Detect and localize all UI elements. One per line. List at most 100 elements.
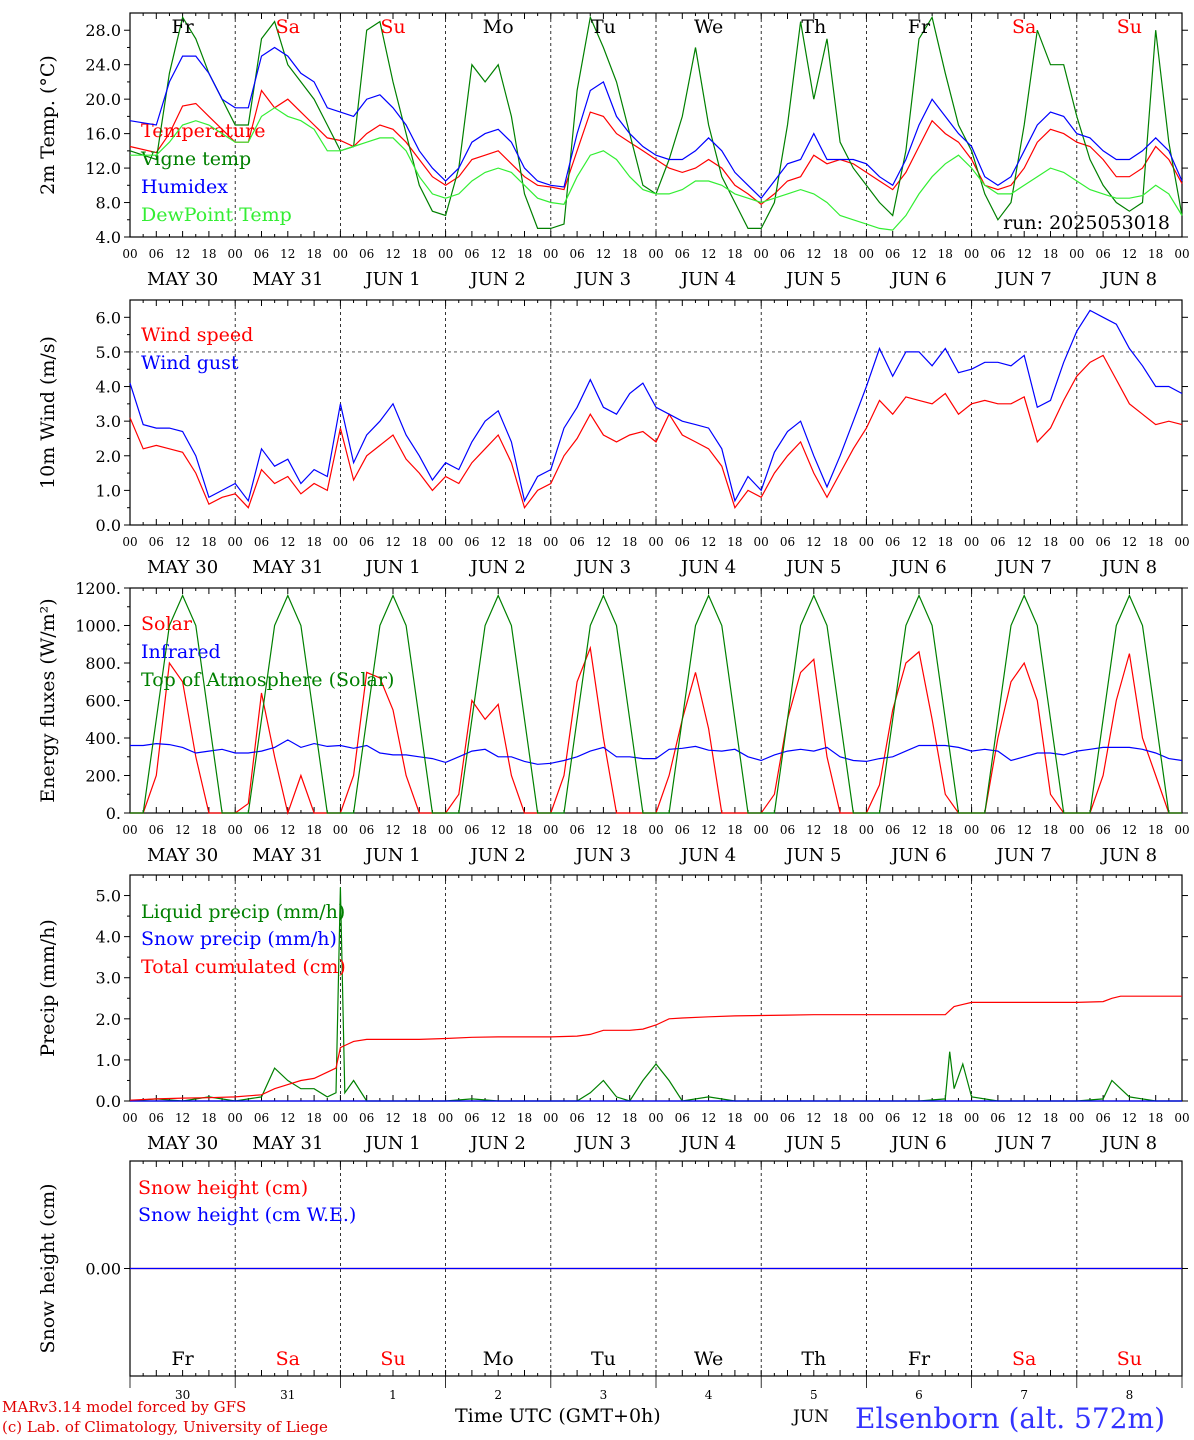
x-hour-label: 18	[517, 1111, 532, 1125]
x-hour-label: 12	[491, 247, 506, 261]
x-hour-label: 12	[1017, 1111, 1032, 1125]
model-credit: MARv3.14 model forced by GFS	[2, 1398, 247, 1416]
x-hour-label: 18	[1148, 247, 1163, 261]
weekday-label: Tu	[591, 16, 616, 38]
x-hour-label: 06	[149, 823, 164, 837]
weekday-label: Fr	[171, 16, 194, 38]
x-hour-label: 12	[175, 247, 190, 261]
x-hour-label: 12	[596, 247, 611, 261]
x-hour-label: 06	[990, 535, 1005, 549]
x-date-label: MAY 30	[147, 269, 218, 290]
series-line-total-cumulated-cm-	[129, 995, 1182, 1101]
x-hour-label: 06	[990, 823, 1005, 837]
x-hour-label: 12	[385, 535, 400, 549]
series-line-temperature	[129, 89, 1183, 206]
x-hour-label: 00	[1069, 1111, 1084, 1125]
x-hour-label: 18	[201, 535, 216, 549]
x-hour-label: 18	[622, 1111, 637, 1125]
x-hour-label: 06	[569, 247, 584, 261]
x-hour-label: 18	[832, 247, 847, 261]
legend-entry: Temperature	[141, 120, 265, 142]
day-number-label: 5	[810, 1388, 818, 1402]
y-tick-label: 3.0	[96, 969, 121, 988]
x-hour-label: 00	[122, 823, 137, 837]
x-hour-label: 18	[938, 535, 953, 549]
x-date-label: JUN 2	[469, 557, 526, 578]
y-tick-label: 3.0	[96, 412, 121, 431]
x-hour-label: 06	[990, 247, 1005, 261]
x-hour-label: 12	[701, 247, 716, 261]
x-hour-label: 00	[122, 535, 137, 549]
x-hour-label: 00	[648, 823, 663, 837]
panel-frame	[129, 299, 1183, 526]
weekday-label: Mo	[483, 16, 514, 38]
x-hour-label: 12	[385, 247, 400, 261]
weekday-label: Su	[380, 1348, 405, 1370]
x-hour-label: 12	[385, 1111, 400, 1125]
x-hour-label: 00	[228, 1111, 243, 1125]
x-hour-label: 18	[832, 823, 847, 837]
x-hour-label: 12	[1122, 247, 1137, 261]
x-hour-label: 18	[517, 535, 532, 549]
weekday-label: Sa	[276, 16, 300, 38]
x-hour-label: 00	[964, 535, 979, 549]
x-hour-label: 00	[754, 535, 769, 549]
x-hour-label: 00	[543, 535, 558, 549]
x-date-label: JUN 7	[995, 845, 1052, 866]
lab-credit: (c) Lab. of Climatology, University of L…	[2, 1418, 328, 1436]
x-hour-label: 00	[333, 535, 348, 549]
x-hour-label: 00	[754, 1111, 769, 1125]
legend-entry: Total cumulated (cm)	[141, 956, 346, 978]
x-hour-label: 06	[254, 823, 269, 837]
x-date-label: JUN 1	[363, 1133, 420, 1154]
x-hour-label: 06	[254, 1111, 269, 1125]
x-hour-label: 06	[359, 823, 374, 837]
x-hour-label: 12	[175, 823, 190, 837]
x-date-label: JUN 5	[784, 1133, 841, 1154]
x-hour-label: 12	[1017, 247, 1032, 261]
y-tick-label: 6.0	[96, 308, 121, 327]
x-date-label: JUN 4	[679, 1133, 736, 1154]
x-hour-label: 06	[780, 1111, 795, 1125]
x-hour-label: 18	[412, 247, 427, 261]
x-hour-label: 06	[885, 823, 900, 837]
weekday-label: Su	[1117, 1348, 1142, 1370]
x-date-label: JUN 7	[995, 1133, 1052, 1154]
x-date-label: MAY 31	[252, 557, 323, 578]
x-hour-label: 12	[491, 535, 506, 549]
x-hour-label: 12	[280, 823, 295, 837]
x-hour-label: 00	[122, 247, 137, 261]
x-hour-label: 06	[464, 247, 479, 261]
x-hour-label: 12	[491, 823, 506, 837]
x-hour-label: 00	[1174, 823, 1189, 837]
x-hour-label: 18	[727, 535, 742, 549]
x-hour-label: 06	[569, 1111, 584, 1125]
x-hour-label: 18	[517, 823, 532, 837]
x-hour-label: 12	[1017, 823, 1032, 837]
legend-entry: Snow height (cm W.E.)	[138, 1204, 356, 1226]
x-hour-label: 00	[228, 823, 243, 837]
x-hour-label: 12	[911, 1111, 926, 1125]
x-hour-label: 00	[648, 535, 663, 549]
x-hour-label: 12	[1122, 535, 1137, 549]
panel-frame	[129, 587, 1183, 814]
y-tick-label: 16.0	[85, 125, 121, 144]
x-hour-label: 00	[859, 535, 874, 549]
y-tick-label: 24.0	[85, 56, 121, 75]
weekday-label: Mo	[483, 1348, 514, 1370]
legend-entry: Snow height (cm)	[138, 1177, 308, 1199]
x-hour-label: 18	[1043, 823, 1058, 837]
x-date-label: MAY 30	[147, 845, 218, 866]
x-date-label: MAY 31	[252, 269, 323, 290]
x-hour-label: 18	[622, 247, 637, 261]
run-annotation: run: 2025053018	[1003, 212, 1170, 234]
x-date-label: JUN 3	[574, 1133, 631, 1154]
x-date-label: MAY 30	[147, 1133, 218, 1154]
x-date-label: JUN 2	[469, 269, 526, 290]
x-hour-label: 06	[885, 1111, 900, 1125]
x-date-label: JUN 6	[889, 269, 946, 290]
y-tick-label: 20.0	[85, 90, 121, 109]
x-hour-label: 18	[832, 1111, 847, 1125]
day-number-label: 30	[175, 1388, 190, 1402]
x-hour-label: 18	[201, 1111, 216, 1125]
